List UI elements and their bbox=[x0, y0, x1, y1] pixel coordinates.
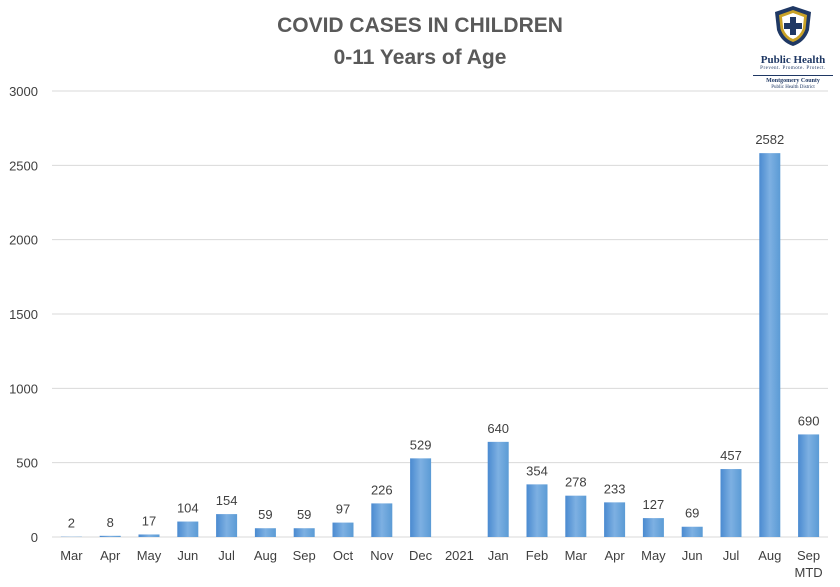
data-label: 104 bbox=[177, 501, 199, 516]
logo-tagline: Prevent. Promote. Protect. bbox=[760, 66, 826, 71]
x-tick-label: Feb bbox=[526, 548, 548, 563]
public-health-logo: Public Health Prevent. Promote. Protect.… bbox=[748, 4, 838, 90]
bar bbox=[371, 503, 393, 537]
bar bbox=[798, 434, 820, 537]
logo-district: Public Health District bbox=[771, 85, 815, 90]
data-label: 278 bbox=[565, 475, 587, 490]
x-tick-label: May bbox=[641, 548, 666, 563]
x-tick-label: Jun bbox=[682, 548, 703, 563]
x-tick-label: Aug bbox=[254, 548, 277, 563]
x-tick-label: Oct bbox=[333, 548, 354, 563]
logo-divider bbox=[753, 75, 833, 76]
bar bbox=[138, 534, 160, 537]
x-tick-label: Nov bbox=[370, 548, 394, 563]
bar bbox=[759, 153, 781, 537]
x-tick-label: Jul bbox=[218, 548, 235, 563]
bar bbox=[681, 526, 703, 537]
bar bbox=[216, 514, 238, 537]
bar bbox=[254, 528, 276, 537]
data-label: 226 bbox=[371, 482, 393, 497]
data-label: 690 bbox=[798, 413, 820, 428]
logo-county: Montgomery County bbox=[766, 78, 820, 84]
data-label: 97 bbox=[336, 502, 350, 517]
data-label: 154 bbox=[216, 493, 238, 508]
x-tick-label: Mar bbox=[565, 548, 588, 563]
x-tick-label: Mar bbox=[60, 548, 83, 563]
y-tick-label: 2000 bbox=[9, 233, 38, 248]
data-label: 59 bbox=[258, 507, 272, 522]
data-label: 529 bbox=[410, 437, 432, 452]
data-label: 2582 bbox=[755, 132, 784, 147]
x-tick-label: Sep bbox=[293, 548, 316, 563]
data-label: 8 bbox=[107, 515, 114, 530]
x-tick-label: May bbox=[137, 548, 162, 563]
bar bbox=[410, 458, 432, 537]
bar bbox=[487, 441, 509, 537]
chart-title-line2: 0-11 Years of Age bbox=[333, 46, 507, 69]
data-label: 2 bbox=[68, 516, 75, 531]
data-label: 457 bbox=[720, 448, 742, 463]
x-tick-label: Jan bbox=[488, 548, 509, 563]
y-tick-label: 3000 bbox=[9, 84, 38, 99]
y-tick-label: 500 bbox=[16, 456, 38, 471]
data-label: 127 bbox=[643, 497, 665, 512]
bar bbox=[99, 535, 121, 537]
x-tick-label: Sep bbox=[797, 548, 820, 563]
bar bbox=[293, 528, 315, 537]
y-tick-label: 2500 bbox=[9, 158, 38, 173]
x-tick-label: 2021 bbox=[445, 548, 474, 563]
x-tick-label: Jul bbox=[723, 548, 740, 563]
data-label: 69 bbox=[685, 506, 699, 521]
data-label: 354 bbox=[526, 463, 548, 478]
data-label: 59 bbox=[297, 507, 311, 522]
x-tick-label: Jun bbox=[177, 548, 198, 563]
logo-name: Public Health bbox=[760, 54, 826, 66]
bar bbox=[332, 522, 354, 537]
x-tick-label: Dec bbox=[409, 548, 433, 563]
bar bbox=[565, 495, 587, 537]
y-tick-label: 1000 bbox=[9, 381, 38, 396]
y-tick-label: 1500 bbox=[9, 307, 38, 322]
data-label: 640 bbox=[487, 421, 509, 436]
x-tick-label: Apr bbox=[604, 548, 625, 563]
x-tick-label: Apr bbox=[100, 548, 121, 563]
shield-emblem-icon bbox=[775, 6, 811, 46]
bar bbox=[177, 521, 199, 537]
bar bbox=[604, 502, 626, 537]
y-tick-label: 0 bbox=[31, 530, 38, 545]
chart-title-line1: COVID CASES IN CHILDREN bbox=[277, 14, 563, 37]
x-tick-label: MTD bbox=[795, 565, 823, 580]
data-label: 233 bbox=[604, 481, 626, 496]
bar bbox=[720, 469, 742, 537]
bar bbox=[642, 518, 664, 537]
x-tick-label: Aug bbox=[758, 548, 781, 563]
bar bbox=[526, 484, 548, 537]
data-label: 17 bbox=[142, 513, 156, 528]
